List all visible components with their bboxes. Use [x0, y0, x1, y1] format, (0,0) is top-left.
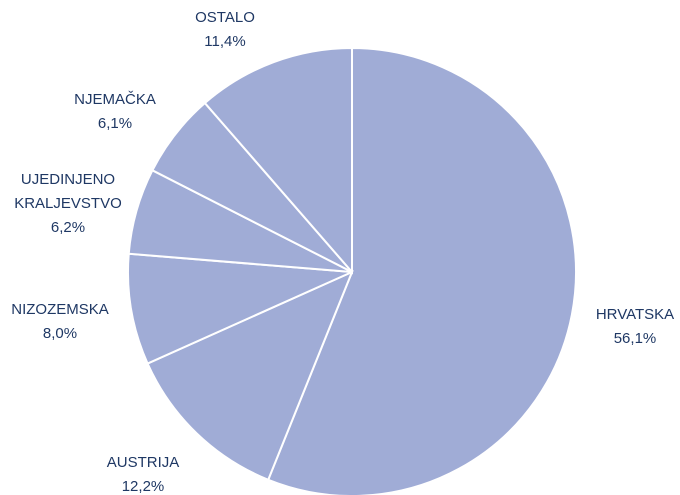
value-label: 56,1% — [613, 330, 657, 347]
value-label: 11,4% — [204, 33, 246, 50]
category-label: NIZOZEMSKA — [11, 301, 109, 318]
slice-label: UJEDINJENO KRALJEVSTVO 6,2% — [8, 168, 128, 240]
slice-label: AUSTRIJA 12,2% — [83, 451, 203, 495]
value-label: 12,2% — [121, 478, 165, 495]
pie-slice — [146, 270, 354, 482]
category-label: AUSTRIJA — [106, 454, 180, 471]
category-label: HRVATSKA — [595, 306, 675, 323]
slice-label: NIZOZEMSKA 8,0% — [0, 298, 120, 346]
value-label: 8,0% — [42, 325, 78, 342]
slice-label: HRVATSKA 56,1% — [575, 303, 680, 351]
category-label: UJEDINJENO KRALJEVSTVO — [14, 171, 122, 212]
category-label: OSTALO — [195, 9, 255, 26]
slice-label: NJEMAČKA 6,1% — [55, 88, 175, 136]
value-label: 6,2% — [50, 219, 86, 236]
pie-slice — [266, 46, 577, 495]
slice-label: OSTALO 11,4% — [165, 6, 285, 54]
pie-slice — [127, 252, 353, 365]
pie-slice — [203, 46, 353, 275]
value-label: 6,1% — [97, 115, 133, 132]
category-label: NJEMAČKA — [74, 91, 156, 108]
